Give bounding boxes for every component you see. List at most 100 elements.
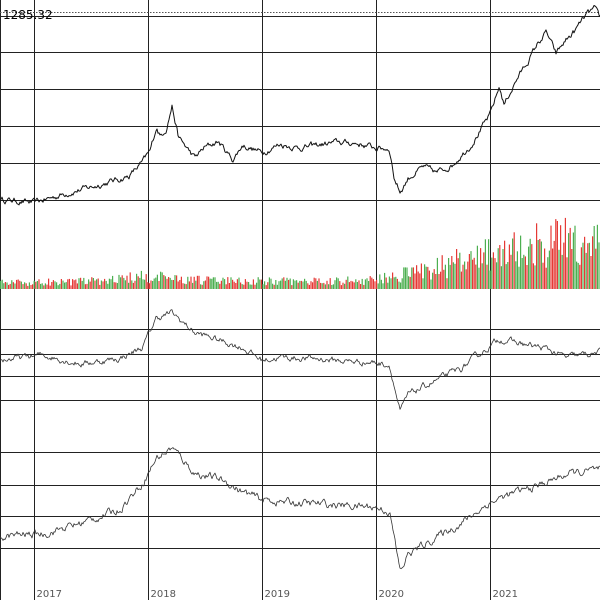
volume-bar (387, 282, 389, 289)
volume-bar (192, 282, 194, 289)
volume-bar (323, 282, 325, 289)
volume-bar (419, 273, 421, 289)
volume-bar (464, 261, 466, 289)
volume-bar (232, 279, 234, 289)
volume-bar (380, 279, 382, 289)
volume-bar (444, 264, 446, 289)
volume-bar (393, 277, 395, 289)
volume-bar (100, 280, 102, 289)
volume-bar (433, 269, 435, 289)
volume-bar (334, 280, 336, 289)
volume-bar (52, 280, 54, 289)
volume-bar (356, 282, 358, 289)
volume-bar (432, 272, 434, 289)
volume-bar (556, 221, 558, 289)
volume-bar (14, 283, 16, 289)
volume-bar (91, 277, 93, 289)
volume-bar (403, 267, 405, 289)
volume-bar (35, 281, 37, 289)
volume-bar (214, 277, 216, 289)
volume-bar (468, 254, 470, 289)
volume-bar (521, 258, 523, 289)
volume-bar (68, 278, 70, 289)
volume-bar (440, 271, 442, 289)
volume-bar (172, 280, 174, 289)
volume-bar (92, 278, 94, 289)
volume-bar (512, 238, 514, 289)
volume-bar (326, 280, 328, 289)
volume-bar (116, 283, 118, 289)
volume-bar (203, 281, 205, 289)
volume-bar (361, 278, 363, 289)
volume-bar (568, 233, 570, 289)
volume-bar (201, 284, 203, 289)
volume-bar (430, 279, 432, 289)
volume-bar (435, 274, 437, 289)
volume-bar (94, 280, 96, 289)
volume-bar (580, 247, 582, 289)
volume-bar (75, 279, 77, 289)
volume-bar (262, 284, 264, 289)
volume-bar (544, 248, 546, 289)
x-tick-label-4: 2021 (493, 589, 518, 600)
volume-bar (513, 232, 515, 289)
volume-bar (278, 281, 280, 289)
volume-bar (484, 239, 486, 289)
volume-bar (353, 282, 355, 289)
price-line (0, 5, 600, 206)
x-tick-label-0: 2017 (37, 589, 62, 600)
volume-bar (118, 274, 120, 289)
volume-bar (313, 277, 315, 289)
volume-bar (510, 254, 512, 289)
volume-bar (492, 252, 494, 289)
volume-bar (451, 256, 453, 289)
volume-bar (184, 283, 186, 289)
volume-bar (460, 271, 462, 289)
volume-bar (283, 277, 285, 289)
volume-bar (176, 275, 178, 289)
volume-bar (113, 282, 115, 289)
volume-bar (275, 280, 277, 289)
volume-bar (76, 283, 78, 289)
volume-bar (374, 281, 376, 289)
volume-bar (209, 278, 211, 289)
volume-bar (80, 277, 82, 289)
volume-bar (193, 276, 195, 289)
volume-bar (169, 277, 171, 289)
volume-bar (78, 278, 80, 289)
volume-bar (392, 272, 394, 289)
volume-bar (411, 267, 413, 289)
volume-bar (459, 252, 461, 289)
volume-bar (548, 250, 550, 289)
volume-bar (569, 227, 571, 289)
volume-bar (425, 266, 427, 289)
volume-bar (128, 282, 130, 289)
x-tick-label-1: 2018 (151, 589, 176, 600)
volume-bar (516, 251, 518, 289)
volume-bar (155, 277, 157, 289)
volume-bar (454, 263, 456, 289)
volume-bar (230, 277, 232, 289)
volume-bar (160, 271, 162, 289)
volume-bar (336, 277, 338, 289)
volume-bar (206, 276, 208, 289)
volume-bar (348, 282, 350, 289)
volume-bar (124, 280, 126, 289)
volume-bar (443, 269, 445, 289)
volume-bar (350, 280, 352, 289)
volume-bar (465, 269, 467, 289)
volume-bar (240, 282, 242, 289)
volume-bar (241, 284, 243, 289)
volume-bar (219, 283, 221, 289)
volume-bar (4, 282, 6, 289)
volume-bar (446, 278, 448, 289)
volume-bar (499, 245, 501, 289)
volume-bar (168, 277, 170, 289)
volume-bar (457, 258, 459, 289)
volume-bar (587, 243, 589, 289)
volume-bar (296, 280, 298, 289)
volume-bar (227, 277, 229, 289)
volume-bar (0, 280, 2, 289)
volume-bar (97, 278, 99, 289)
